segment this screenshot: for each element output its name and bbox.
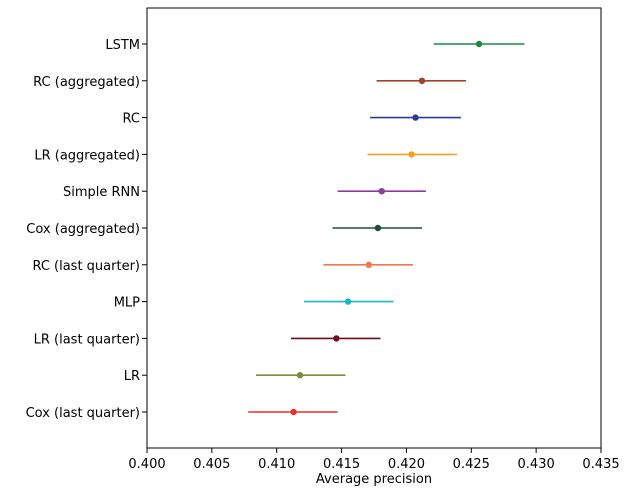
data-point — [296, 372, 304, 379]
y-tick-label: RC — [123, 112, 140, 127]
y-tick-label: RC (last quarter) — [32, 259, 140, 274]
x-tick-label: 0.430 — [518, 457, 555, 472]
y-tick-label: LR — [124, 369, 140, 384]
data-point — [290, 408, 297, 416]
plot-area — [248, 40, 525, 416]
x-tick-label: 0.435 — [582, 457, 619, 472]
data-point — [344, 298, 352, 305]
data-point — [418, 77, 426, 85]
y-tick-label: Cox (last quarter) — [26, 406, 140, 421]
y-tick-label: LR (aggregated) — [34, 148, 140, 163]
y-tick-label: MLP — [114, 296, 140, 311]
x-tick-label: 0.425 — [453, 457, 490, 472]
x-tick-label: 0.415 — [323, 457, 360, 472]
y-tick-label: LSTM — [105, 38, 140, 53]
x-tick-label: 0.400 — [128, 457, 165, 472]
y-tick-label: Simple RNN — [63, 185, 140, 200]
data-point — [374, 224, 382, 232]
x-axis-title: Average precision — [316, 472, 432, 487]
data-point — [412, 114, 419, 121]
y-axis: LSTM RC (aggregated) RC LR (aggregated) Simp… — [26, 38, 147, 421]
data-point — [378, 188, 385, 195]
y-tick-label: RC (aggregated) — [33, 75, 140, 90]
x-axis: 0.400 0.405 0.410 0.415 0.420 0.425 0.430 0.435 — [128, 448, 620, 472]
data-point — [475, 40, 483, 48]
x-tick-label: 0.420 — [388, 457, 425, 472]
data-point — [365, 261, 373, 268]
x-tick-label: 0.410 — [258, 457, 295, 472]
y-tick-label: LR (last quarter) — [34, 332, 140, 347]
data-point — [333, 335, 340, 342]
data-point — [408, 151, 415, 158]
x-tick-label: 0.405 — [193, 457, 230, 472]
y-tick-label: Cox (aggregated) — [26, 222, 140, 237]
